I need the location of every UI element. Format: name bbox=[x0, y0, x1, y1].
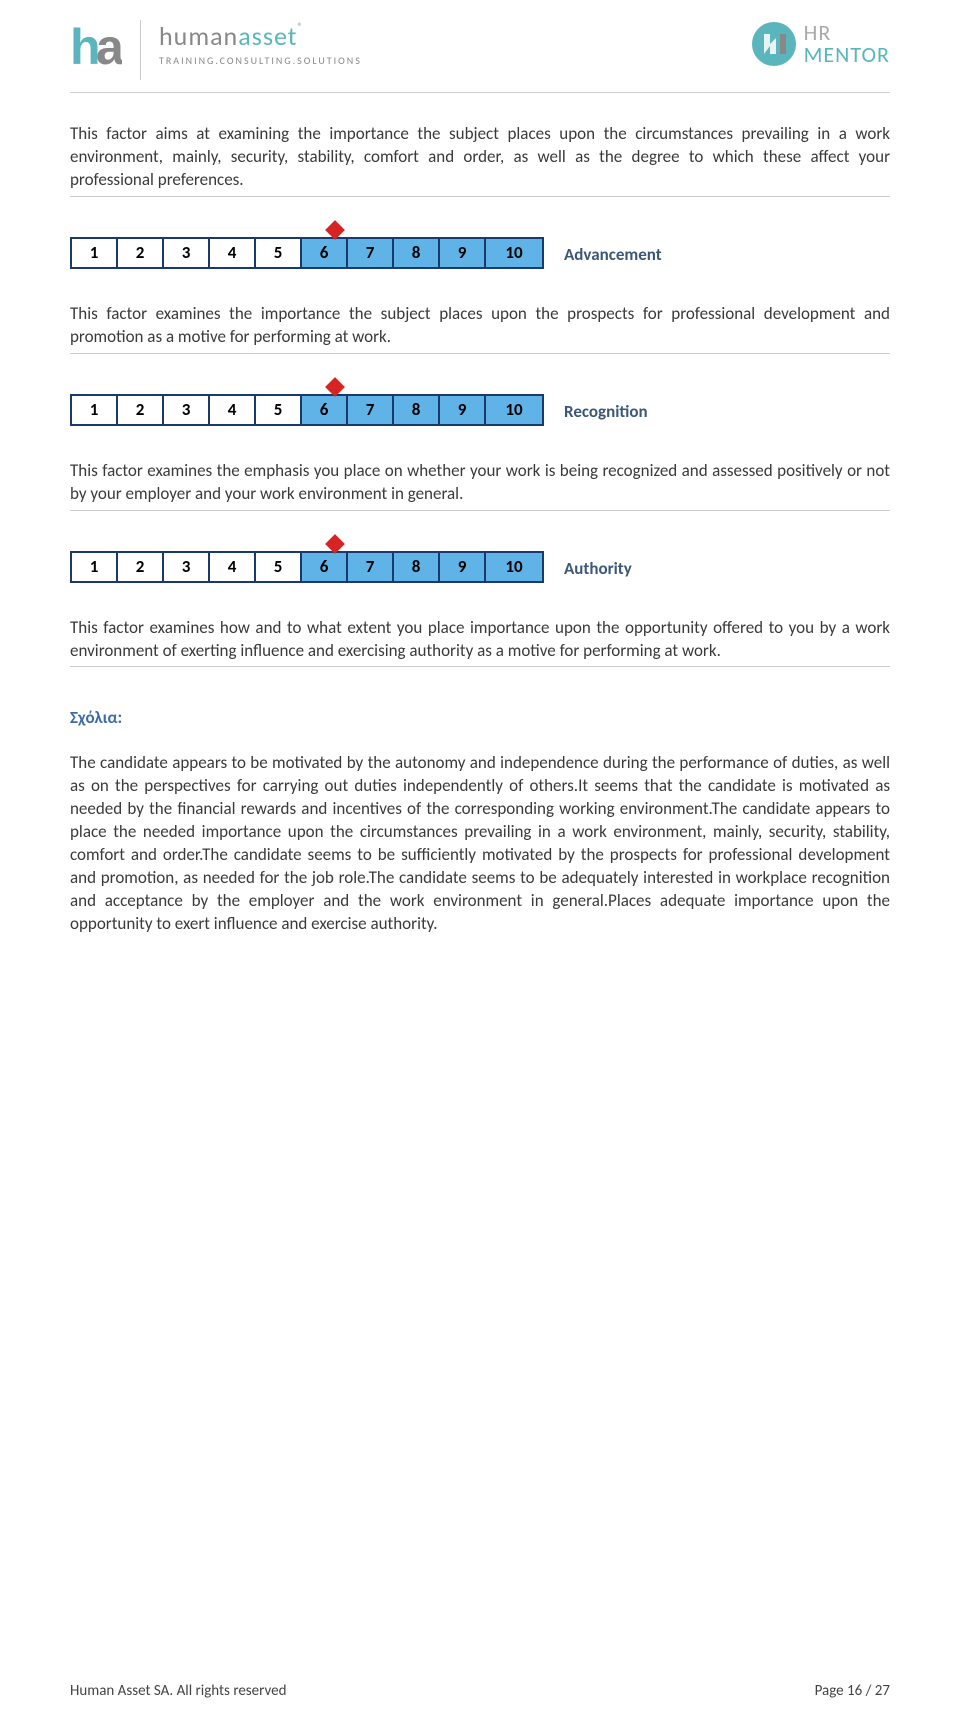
scale-row: 12345678910 Recognition bbox=[70, 394, 890, 426]
scale-cell: 1 bbox=[72, 239, 118, 267]
scale-wrap: 12345678910 bbox=[70, 237, 544, 269]
scale-cell: 5 bbox=[256, 396, 302, 424]
scale-cell: 4 bbox=[210, 239, 256, 267]
page-header: h a humanasset® TRAINING.CONSULTING.SOLU… bbox=[70, 20, 890, 93]
scale-cell: 2 bbox=[118, 553, 164, 581]
scale-label: Authority bbox=[564, 558, 632, 583]
scale-cell: 4 bbox=[210, 553, 256, 581]
page-footer: Human Asset SA. All rights reserved Page… bbox=[70, 1682, 890, 1700]
rating-scale: 12345678910 bbox=[70, 237, 544, 269]
scale-cell: 1 bbox=[72, 553, 118, 581]
scale-cell: 9 bbox=[440, 553, 486, 581]
comments-body: The candidate appears to be motivated by… bbox=[70, 752, 890, 936]
logo-ha-icon: h a bbox=[70, 20, 122, 76]
brand-tagline: TRAINING.CONSULTING.SOLUTIONS bbox=[159, 54, 362, 67]
scale-cell: 7 bbox=[348, 553, 394, 581]
brand-text: humanasset® TRAINING.CONSULTING.SOLUTION… bbox=[159, 20, 362, 67]
scale-cell: 10 bbox=[486, 239, 542, 267]
scale-wrap: 12345678910 bbox=[70, 394, 544, 426]
page: h a humanasset® TRAINING.CONSULTING.SOLU… bbox=[0, 0, 960, 976]
header-divider bbox=[140, 20, 141, 80]
registered-mark: ® bbox=[298, 20, 304, 33]
scale-cell: 5 bbox=[256, 553, 302, 581]
factor-description: This factor examines how and to what ext… bbox=[70, 617, 890, 668]
scale-cell: 3 bbox=[164, 553, 210, 581]
factor-description: This factor examines the emphasis you pl… bbox=[70, 460, 890, 511]
scale-cell: 8 bbox=[394, 239, 440, 267]
scale-wrap: 12345678910 bbox=[70, 551, 544, 583]
scale-cell: 8 bbox=[394, 396, 440, 424]
brand-asset: asset bbox=[238, 20, 297, 52]
factor-block: 12345678910 Recognition This factor examin… bbox=[70, 394, 890, 511]
factor-block: 12345678910 Advancement This factor examin… bbox=[70, 237, 890, 354]
scale-cell: 10 bbox=[486, 553, 542, 581]
hr-mentor-logo: HR MENTOR bbox=[750, 20, 890, 68]
scale-cell: 7 bbox=[348, 239, 394, 267]
mentor-label: MENTOR bbox=[804, 44, 890, 66]
scale-cell: 6 bbox=[302, 239, 348, 267]
factor-block: 12345678910 Authority This factor examines… bbox=[70, 551, 890, 668]
scale-cell: 2 bbox=[118, 239, 164, 267]
scale-label: Advancement bbox=[564, 244, 662, 269]
mentor-circle-icon bbox=[750, 20, 798, 68]
scale-row: 12345678910 Advancement bbox=[70, 237, 890, 269]
footer-page-number: Page 16 / 27 bbox=[815, 1682, 890, 1700]
scale-cell: 6 bbox=[302, 553, 348, 581]
scale-cell: 1 bbox=[72, 396, 118, 424]
scale-cell: 6 bbox=[302, 396, 348, 424]
footer-copyright: Human Asset SA. All rights reserved bbox=[70, 1682, 286, 1700]
intro-paragraph: This factor aims at examining the import… bbox=[70, 123, 890, 197]
svg-text:a: a bbox=[96, 20, 122, 75]
rating-scale: 12345678910 bbox=[70, 551, 544, 583]
scale-cell: 9 bbox=[440, 396, 486, 424]
scale-cell: 4 bbox=[210, 396, 256, 424]
brand-block: h a humanasset® TRAINING.CONSULTING.SOLU… bbox=[70, 20, 362, 80]
rating-scale: 12345678910 bbox=[70, 394, 544, 426]
scale-cell: 9 bbox=[440, 239, 486, 267]
scale-row: 12345678910 Authority bbox=[70, 551, 890, 583]
scale-label: Recognition bbox=[564, 401, 648, 426]
factor-description: This factor examines the importance the … bbox=[70, 303, 890, 354]
scale-cell: 7 bbox=[348, 396, 394, 424]
brand-human: human bbox=[159, 20, 238, 52]
scale-cell: 8 bbox=[394, 553, 440, 581]
scale-cell: 3 bbox=[164, 396, 210, 424]
scale-cell: 10 bbox=[486, 396, 542, 424]
comments-heading: Σχόλια: bbox=[70, 707, 890, 728]
scale-cell: 3 bbox=[164, 239, 210, 267]
scale-cell: 2 bbox=[118, 396, 164, 424]
scale-cell: 5 bbox=[256, 239, 302, 267]
